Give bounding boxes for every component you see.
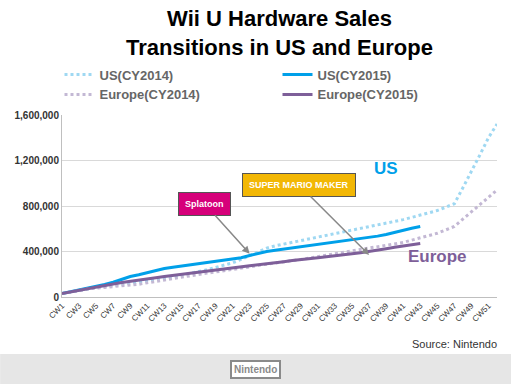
svg-text:CW13: CW13 [147,301,169,323]
svg-text:CW17: CW17 [181,301,203,323]
svg-text:Wii U Hardware SalesTransition: Wii U Hardware SalesTransitions in US an… [126,6,433,60]
svg-text:US(CY2015): US(CY2015) [318,68,392,83]
svg-text:CW39: CW39 [368,301,390,323]
svg-text:CW33: CW33 [317,301,339,323]
svg-text:Source: Nintendo: Source: Nintendo [412,338,497,350]
svg-text:CW37: CW37 [351,301,373,323]
svg-text:CW25: CW25 [249,301,271,323]
svg-text:Europe(CY2015): Europe(CY2015) [318,87,418,102]
svg-text:CW23: CW23 [232,301,254,323]
svg-text:Europe: Europe [408,247,467,266]
svg-text:SUPER MARIO MAKER: SUPER MARIO MAKER [249,180,349,190]
svg-text:CW43: CW43 [402,301,424,323]
svg-text:CW41: CW41 [385,301,407,323]
svg-text:800,000: 800,000 [23,201,60,212]
svg-text:CW51: CW51 [471,301,493,323]
svg-text:CW45: CW45 [419,301,441,323]
svg-text:CW31: CW31 [300,301,322,323]
svg-text:CW5: CW5 [81,301,100,320]
svg-text:CW49: CW49 [454,301,476,323]
svg-text:0: 0 [53,292,59,303]
svg-text:CW3: CW3 [64,301,83,320]
svg-text:US(CY2014): US(CY2014) [100,68,174,83]
svg-text:Nintendo: Nintendo [234,364,277,375]
svg-text:CW21: CW21 [215,301,237,323]
svg-text:Europe(CY2014): Europe(CY2014) [100,87,200,102]
svg-text:CW1: CW1 [47,301,66,320]
svg-text:1,200,000: 1,200,000 [15,155,60,166]
svg-text:1,600,000: 1,600,000 [15,110,60,121]
svg-text:CW11: CW11 [130,301,152,323]
svg-text:CW7: CW7 [98,301,117,320]
svg-text:CW47: CW47 [437,301,459,323]
svg-text:Splatoon: Splatoon [185,199,224,209]
svg-text:400,000: 400,000 [23,246,60,257]
svg-text:CW27: CW27 [266,301,288,323]
svg-text:CW35: CW35 [334,301,356,323]
svg-text:CW19: CW19 [198,301,220,323]
svg-text:US: US [374,159,398,178]
svg-text:CW15: CW15 [164,301,186,323]
svg-text:CW9: CW9 [116,301,135,320]
svg-text:CW29: CW29 [283,301,305,323]
